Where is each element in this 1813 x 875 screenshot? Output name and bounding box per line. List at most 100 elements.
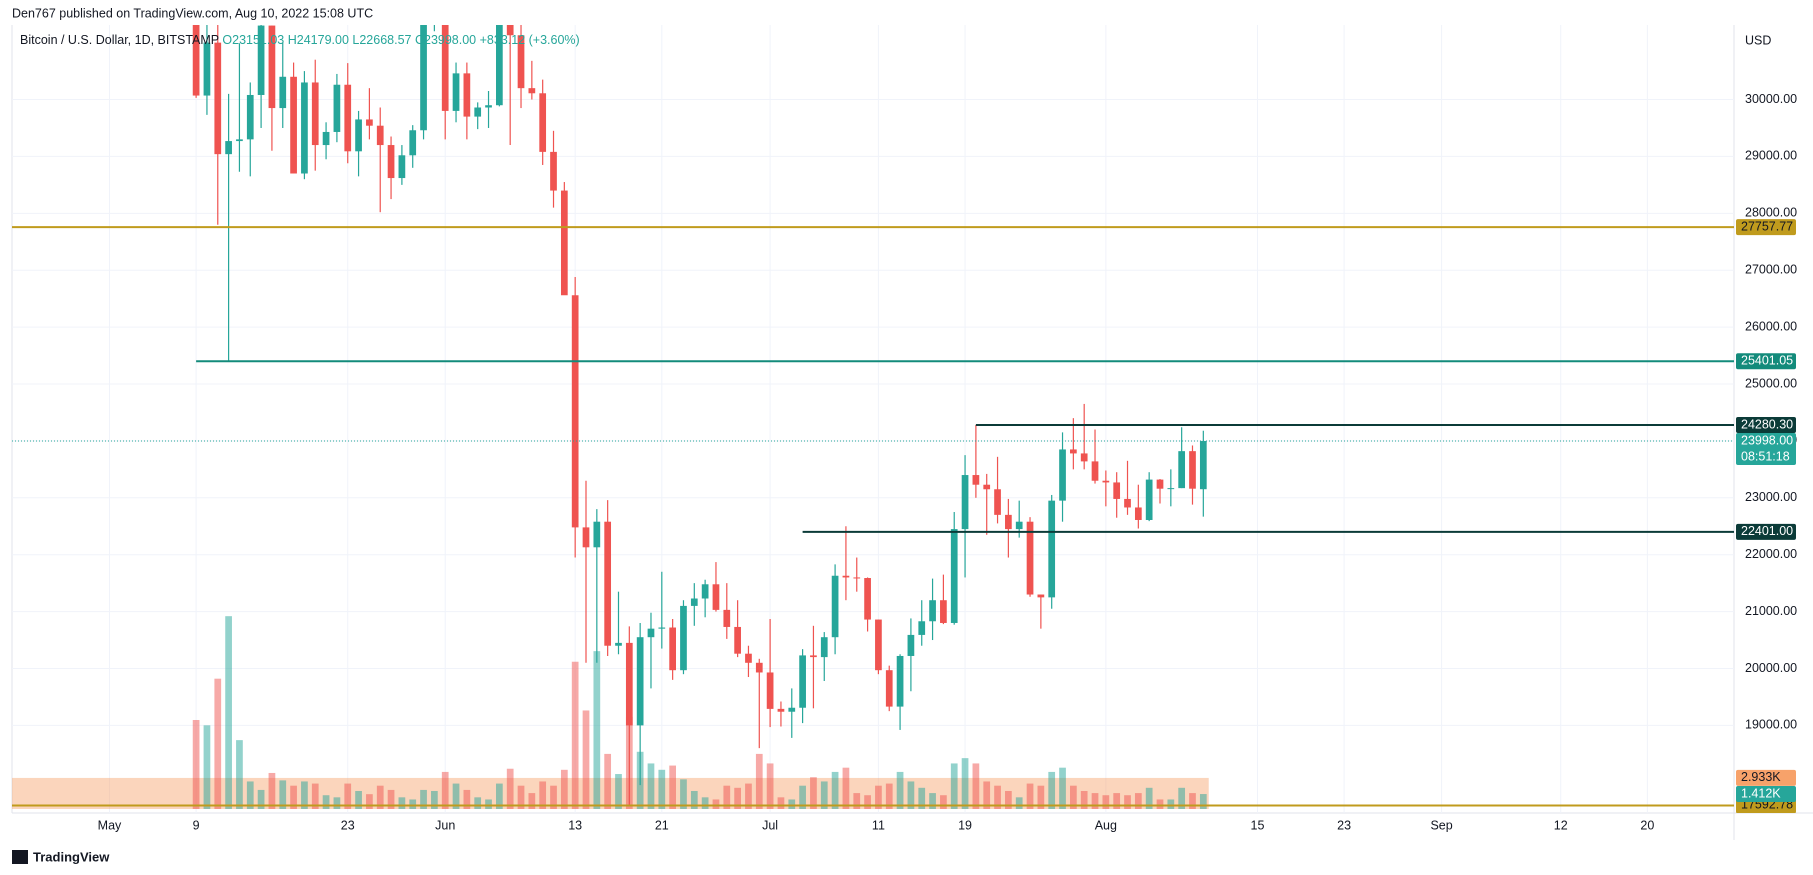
candle-body: [214, 42, 222, 155]
candle-body: [1070, 449, 1077, 454]
x-tick-label: May: [98, 818, 122, 832]
level-label: 25401.05: [1741, 353, 1793, 367]
volume-bar: [225, 616, 232, 809]
volume-bar: [485, 799, 492, 809]
volume-last-label-bg: [1736, 786, 1796, 803]
volume-bar: [723, 785, 731, 809]
x-tick-label: Aug: [1095, 818, 1117, 832]
candle-body: [755, 662, 763, 673]
volume-bar: [517, 785, 525, 809]
candle-body: [1037, 594, 1045, 598]
volume-bar: [1113, 793, 1121, 809]
volume-bar: [1026, 783, 1034, 809]
candle-body: [528, 88, 536, 94]
candle-body: [485, 105, 492, 108]
candle-body: [1091, 461, 1099, 481]
volume-bar: [842, 767, 850, 809]
publisher: Den767 published on TradingView.com, Aug…: [12, 6, 373, 20]
volume-bar: [810, 777, 817, 809]
volume-bar: [1134, 793, 1142, 809]
candle-body: [1102, 480, 1110, 483]
candle-body: [853, 577, 861, 579]
x-tick-label: 9: [193, 818, 200, 832]
candle-body: [680, 605, 687, 671]
candle-body: [820, 637, 828, 658]
volume-bar: [907, 781, 915, 809]
volume-bar: [593, 651, 601, 809]
volume-ma-label-bg: [1736, 769, 1796, 786]
volume-bar: [441, 771, 449, 809]
candle-body: [496, 25, 503, 106]
y-tick-label: 21000.00: [1745, 604, 1797, 618]
volume-bar: [496, 783, 503, 809]
level-label: 24280.30: [1741, 417, 1793, 431]
volume-bar: [712, 799, 720, 809]
volume-bar: [474, 797, 482, 809]
volume-bar: [1102, 795, 1110, 809]
volume-bar: [290, 785, 297, 809]
volume-bar: [940, 795, 947, 809]
volume-bar: [420, 789, 427, 809]
candle-body: [1178, 451, 1186, 489]
volume-bar: [1167, 799, 1175, 809]
volume-bar: [1059, 767, 1066, 809]
candle-body: [398, 155, 406, 179]
volume-bar: [398, 797, 406, 809]
y-tick-label: 29000.00: [1745, 149, 1797, 163]
volume-bar: [853, 793, 861, 809]
volume-bar: [799, 785, 806, 809]
candle-body: [842, 575, 850, 578]
volume-bar: [1178, 787, 1186, 809]
x-tick-label: 21: [655, 818, 669, 832]
level-label: 22401.00: [1741, 524, 1793, 538]
volume-bar: [301, 781, 308, 809]
candle-body: [366, 119, 373, 126]
candle-body: [636, 637, 644, 726]
volume-bar: [831, 771, 839, 809]
candle-body: [1113, 482, 1121, 499]
volume-bar: [279, 780, 287, 809]
candle-body: [885, 670, 893, 707]
candle-body: [777, 708, 785, 712]
x-tick-label: Sep: [1430, 818, 1452, 832]
volume-bar: [1145, 787, 1153, 809]
volume-bar: [463, 789, 471, 809]
volume-bar: [1080, 790, 1088, 809]
candle-body: [203, 42, 211, 96]
candle-body: [1156, 479, 1164, 489]
x-tick-label: 12: [1554, 818, 1568, 832]
candle-body: [647, 628, 655, 638]
candle-body: [441, 25, 449, 111]
volume-bar: [994, 785, 1001, 809]
candle-body: [582, 527, 590, 548]
candle-body: [1167, 488, 1175, 490]
volume-bar: [322, 795, 330, 809]
volume-bar: [669, 765, 676, 809]
volume-bar: [344, 783, 352, 809]
x-tick-label: 15: [1251, 818, 1265, 832]
candle-body: [192, 25, 200, 96]
candle-body: [409, 130, 417, 156]
candle-body: [452, 73, 460, 111]
candle-body: [1145, 479, 1153, 520]
candle-body: [301, 82, 308, 174]
volume-bar: [918, 787, 926, 809]
candle-body: [766, 672, 774, 709]
y-tick-label: 19000.00: [1745, 718, 1797, 732]
volume-bar: [777, 797, 785, 809]
volume-bar: [615, 774, 622, 809]
y-tick-label: 20000.00: [1745, 661, 1797, 675]
level-label-bg: [1736, 353, 1796, 370]
volume-bar: [734, 787, 741, 809]
y-tick-label: 26000.00: [1745, 319, 1797, 333]
volume-bar: [528, 793, 536, 809]
volume-bar: [864, 795, 871, 809]
volume-bar: [366, 794, 373, 809]
volume-bar: [431, 790, 438, 809]
legend-open: O23151.03: [222, 33, 284, 47]
candle-body: [517, 35, 525, 89]
volume-last-label: 1.412K: [1741, 786, 1781, 800]
volume-bar: [409, 799, 417, 809]
candle-body: [376, 125, 384, 146]
